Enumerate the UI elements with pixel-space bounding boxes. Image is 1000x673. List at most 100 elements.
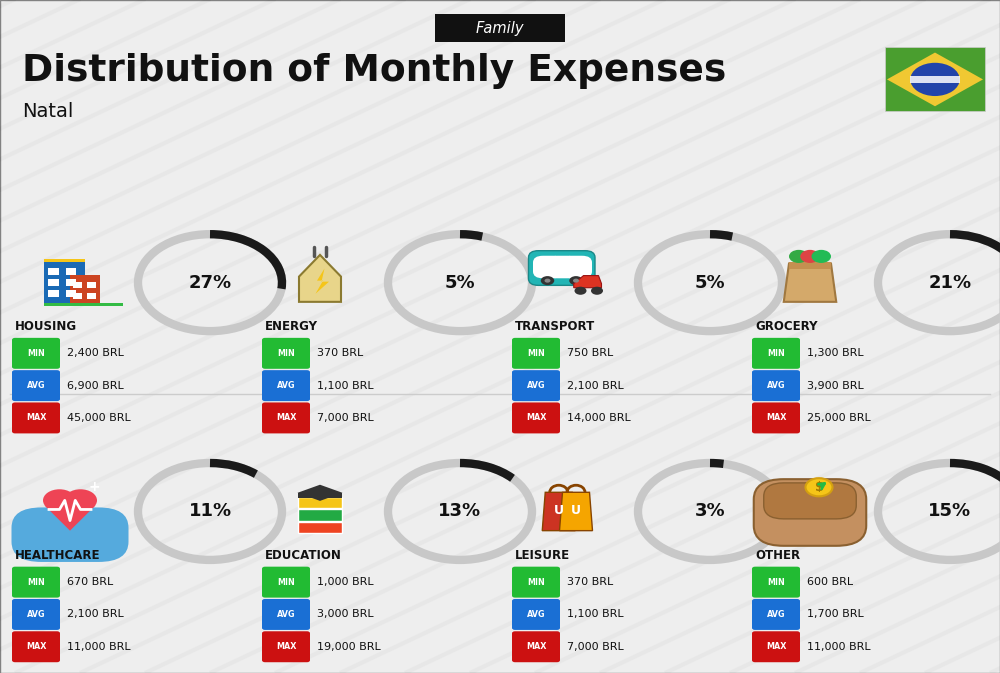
Text: EDUCATION: EDUCATION [265, 548, 342, 562]
FancyBboxPatch shape [789, 262, 831, 269]
Text: 670 BRL: 670 BRL [67, 577, 113, 587]
FancyBboxPatch shape [298, 509, 342, 521]
FancyBboxPatch shape [754, 479, 866, 546]
Polygon shape [45, 505, 96, 530]
Text: 1,000 BRL: 1,000 BRL [317, 577, 374, 587]
Text: +: + [88, 481, 100, 494]
Polygon shape [560, 493, 592, 530]
Text: 45,000 BRL: 45,000 BRL [67, 413, 131, 423]
FancyBboxPatch shape [66, 279, 76, 286]
Polygon shape [298, 485, 342, 501]
Text: MIN: MIN [277, 577, 295, 587]
FancyBboxPatch shape [44, 260, 85, 262]
Text: 2,100 BRL: 2,100 BRL [67, 610, 124, 619]
Text: 3%: 3% [695, 503, 725, 520]
Text: 600 BRL: 600 BRL [807, 577, 853, 587]
Text: MAX: MAX [526, 642, 546, 651]
Text: ENERGY: ENERGY [265, 320, 318, 333]
Text: AVG: AVG [277, 381, 295, 390]
FancyBboxPatch shape [48, 279, 59, 286]
Text: AVG: AVG [27, 381, 45, 390]
Text: MAX: MAX [26, 413, 46, 423]
Text: $: $ [815, 481, 823, 494]
Text: MIN: MIN [527, 577, 545, 587]
FancyBboxPatch shape [512, 338, 560, 369]
FancyBboxPatch shape [12, 507, 128, 562]
Text: 15%: 15% [928, 503, 972, 520]
FancyBboxPatch shape [910, 76, 960, 83]
Text: 14,000 BRL: 14,000 BRL [567, 413, 631, 423]
FancyBboxPatch shape [12, 631, 60, 662]
FancyBboxPatch shape [262, 567, 310, 598]
FancyBboxPatch shape [48, 290, 59, 297]
FancyBboxPatch shape [512, 402, 560, 433]
FancyBboxPatch shape [262, 370, 310, 401]
FancyBboxPatch shape [533, 256, 564, 279]
FancyBboxPatch shape [12, 402, 60, 433]
FancyBboxPatch shape [12, 567, 60, 598]
Text: MIN: MIN [27, 577, 45, 587]
Text: MIN: MIN [767, 577, 785, 587]
FancyBboxPatch shape [48, 268, 59, 275]
Text: Family: Family [476, 21, 524, 36]
FancyBboxPatch shape [562, 256, 592, 279]
Polygon shape [299, 255, 341, 302]
Text: OTHER: OTHER [755, 548, 800, 562]
Text: MIN: MIN [767, 349, 785, 358]
FancyBboxPatch shape [262, 402, 310, 433]
Polygon shape [316, 269, 329, 293]
Circle shape [569, 276, 583, 285]
Text: 3,900 BRL: 3,900 BRL [807, 381, 864, 390]
FancyBboxPatch shape [298, 497, 342, 509]
Text: GROCERY: GROCERY [755, 320, 818, 333]
Text: 3,000 BRL: 3,000 BRL [317, 610, 374, 619]
Text: AVG: AVG [527, 610, 545, 619]
Text: 1,100 BRL: 1,100 BRL [567, 610, 624, 619]
Text: 1,700 BRL: 1,700 BRL [807, 610, 864, 619]
Text: 370 BRL: 370 BRL [567, 577, 613, 587]
Text: HEALTHCARE: HEALTHCARE [15, 548, 101, 562]
Text: LEISURE: LEISURE [515, 548, 570, 562]
FancyBboxPatch shape [752, 599, 800, 630]
Text: MAX: MAX [276, 413, 296, 423]
Text: AVG: AVG [277, 610, 295, 619]
Text: 750 BRL: 750 BRL [567, 349, 613, 358]
Text: 2,400 BRL: 2,400 BRL [67, 349, 124, 358]
FancyBboxPatch shape [73, 293, 82, 299]
Text: 6,900 BRL: 6,900 BRL [67, 381, 124, 390]
Text: TRANSPORT: TRANSPORT [515, 320, 595, 333]
Text: 21%: 21% [928, 274, 972, 291]
FancyBboxPatch shape [298, 493, 342, 498]
FancyBboxPatch shape [547, 256, 578, 279]
Text: MAX: MAX [766, 642, 786, 651]
Polygon shape [574, 276, 602, 288]
Circle shape [910, 63, 960, 96]
FancyBboxPatch shape [73, 282, 82, 288]
FancyBboxPatch shape [66, 268, 76, 275]
FancyBboxPatch shape [435, 14, 565, 42]
Text: 7,000 BRL: 7,000 BRL [567, 642, 624, 651]
Circle shape [812, 250, 831, 263]
Circle shape [806, 478, 833, 497]
Text: 5%: 5% [695, 274, 725, 291]
FancyBboxPatch shape [529, 251, 595, 285]
FancyBboxPatch shape [12, 370, 60, 401]
Text: 13%: 13% [438, 503, 482, 520]
FancyBboxPatch shape [262, 338, 310, 369]
Circle shape [591, 287, 603, 295]
Text: 25,000 BRL: 25,000 BRL [807, 413, 871, 423]
Text: MAX: MAX [26, 642, 46, 651]
Text: 1,100 BRL: 1,100 BRL [317, 381, 374, 390]
Circle shape [574, 287, 586, 295]
Text: Distribution of Monthly Expenses: Distribution of Monthly Expenses [22, 52, 726, 89]
FancyBboxPatch shape [44, 303, 123, 306]
Text: AVG: AVG [527, 381, 545, 390]
FancyBboxPatch shape [12, 599, 60, 630]
Polygon shape [542, 493, 575, 530]
Text: MIN: MIN [277, 349, 295, 358]
FancyBboxPatch shape [752, 402, 800, 433]
Text: MAX: MAX [766, 413, 786, 423]
Polygon shape [784, 264, 836, 302]
Text: U: U [571, 504, 581, 517]
Circle shape [64, 489, 97, 511]
